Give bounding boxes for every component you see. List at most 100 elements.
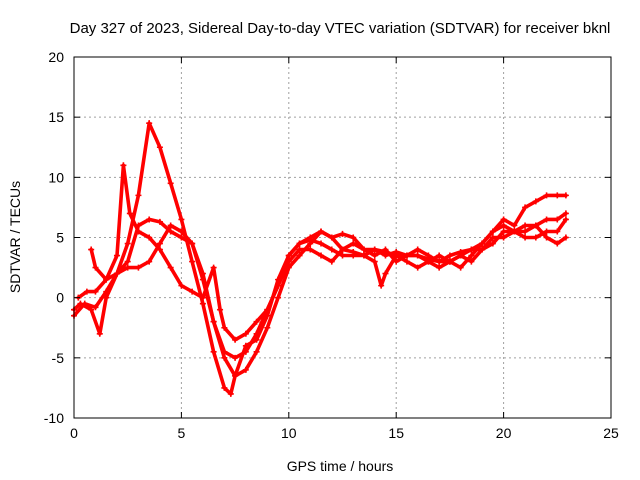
data-point-marker bbox=[328, 258, 335, 265]
data-point-marker bbox=[403, 252, 410, 259]
data-point-marker bbox=[156, 240, 163, 247]
data-point-marker bbox=[382, 252, 389, 259]
data-point-marker bbox=[371, 246, 378, 253]
data-point-marker bbox=[403, 258, 410, 265]
data-point-marker bbox=[446, 252, 453, 259]
data-point-marker bbox=[135, 192, 142, 199]
data-point-marker bbox=[199, 300, 206, 307]
data-point-marker bbox=[360, 246, 367, 253]
series-line bbox=[72, 121, 568, 396]
data-point-marker bbox=[522, 204, 529, 211]
data-point-marker bbox=[446, 258, 453, 265]
data-point-marker bbox=[468, 258, 475, 265]
data-point-marker bbox=[146, 216, 153, 223]
data-point-marker bbox=[296, 240, 303, 247]
data-point-marker bbox=[275, 282, 282, 289]
x-tick-label: 15 bbox=[388, 425, 404, 441]
data-point-marker bbox=[543, 216, 550, 223]
series-line bbox=[72, 223, 568, 378]
y-axis-label: SDTVAR / TECUs bbox=[7, 181, 23, 293]
data-point-marker bbox=[562, 234, 569, 241]
data-point-marker bbox=[275, 294, 282, 301]
data-point-marker bbox=[339, 230, 346, 237]
data-point-marker bbox=[146, 120, 153, 127]
data-point-marker bbox=[156, 246, 163, 253]
data-point-marker bbox=[378, 282, 385, 289]
data-point-marker bbox=[217, 306, 224, 313]
data-point-marker bbox=[88, 306, 95, 313]
data-point-marker bbox=[382, 270, 389, 277]
data-point-marker bbox=[554, 216, 561, 223]
data-point-marker bbox=[562, 210, 569, 217]
data-point-marker bbox=[468, 246, 475, 253]
data-point-marker bbox=[77, 300, 84, 307]
data-point-marker bbox=[103, 294, 110, 301]
data-point-marker bbox=[543, 234, 550, 241]
data-point-marker bbox=[318, 252, 325, 259]
data-point-marker bbox=[96, 330, 103, 337]
data-point-marker bbox=[210, 318, 217, 325]
data-point-marker bbox=[285, 252, 292, 259]
data-point-marker bbox=[307, 236, 314, 243]
data-point-marker bbox=[124, 240, 131, 247]
data-point-marker bbox=[360, 252, 367, 259]
data-point-marker bbox=[178, 282, 185, 289]
data-point-marker bbox=[457, 248, 464, 255]
data-point-marker bbox=[167, 264, 174, 271]
data-point-marker bbox=[414, 264, 421, 271]
y-tick-label: 15 bbox=[48, 109, 64, 125]
data-point-marker bbox=[221, 384, 228, 391]
data-point-marker bbox=[554, 240, 561, 247]
data-point-marker bbox=[532, 222, 539, 229]
data-point-marker bbox=[522, 228, 529, 235]
data-point-marker bbox=[500, 222, 507, 229]
data-point-marker bbox=[167, 180, 174, 187]
data-point-marker bbox=[242, 330, 249, 337]
data-point-marker bbox=[479, 240, 486, 247]
data-point-marker bbox=[425, 256, 432, 263]
x-tick-label: 20 bbox=[496, 425, 512, 441]
data-point-marker bbox=[189, 288, 196, 295]
data-point-marker bbox=[468, 252, 475, 259]
y-tick-label: 20 bbox=[48, 49, 64, 65]
data-point-marker bbox=[350, 240, 357, 247]
series-track-a bbox=[71, 120, 569, 397]
data-point-marker bbox=[489, 228, 496, 235]
data-point-marker bbox=[522, 234, 529, 241]
data-point-marker bbox=[350, 252, 357, 259]
data-point-marker bbox=[562, 192, 569, 199]
data-point-marker bbox=[146, 234, 153, 241]
data-point-marker bbox=[83, 288, 90, 295]
y-tick-label: -10 bbox=[44, 410, 64, 426]
data-point-marker bbox=[124, 264, 131, 271]
data-point-marker bbox=[489, 234, 496, 241]
data-point-marker bbox=[511, 222, 518, 229]
data-point-marker bbox=[307, 246, 314, 253]
x-axis-label: GPS time / hours bbox=[287, 458, 394, 474]
data-point-marker bbox=[113, 252, 120, 259]
data-point-marker bbox=[232, 354, 239, 361]
y-tick-label: 10 bbox=[48, 169, 64, 185]
data-point-marker bbox=[253, 330, 260, 337]
data-point-marker bbox=[371, 258, 378, 265]
y-tick-label: 0 bbox=[56, 290, 64, 306]
data-point-marker bbox=[479, 246, 486, 253]
data-point-marker bbox=[532, 198, 539, 205]
data-point-marker bbox=[328, 234, 335, 241]
data-point-marker bbox=[92, 288, 99, 295]
data-point-marker bbox=[242, 366, 249, 373]
data-point-marker bbox=[113, 270, 120, 277]
data-point-marker bbox=[296, 252, 303, 259]
data-point-marker bbox=[178, 234, 185, 241]
data-point-marker bbox=[199, 294, 206, 301]
data-point-marker bbox=[532, 234, 539, 241]
data-point-marker bbox=[318, 228, 325, 235]
data-point-marker bbox=[189, 240, 196, 247]
data-point-marker bbox=[167, 222, 174, 229]
data-point-marker bbox=[457, 264, 464, 271]
data-point-marker bbox=[242, 348, 249, 355]
data-point-marker bbox=[253, 348, 260, 355]
data-point-marker bbox=[414, 252, 421, 259]
data-point-marker bbox=[554, 192, 561, 199]
